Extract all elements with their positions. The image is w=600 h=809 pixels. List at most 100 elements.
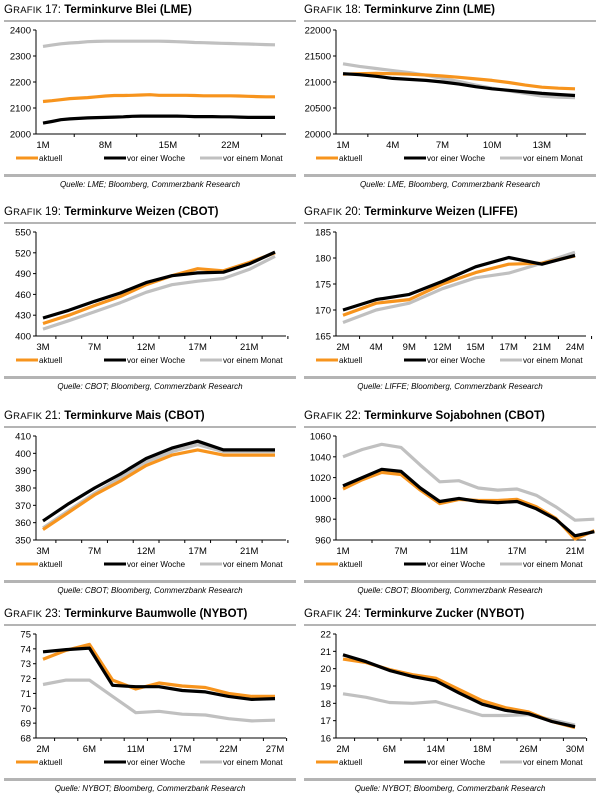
chart-source: Quelle: LME, Bloomberg, Commerzbank Rese…	[359, 180, 541, 189]
title-divider	[304, 20, 596, 22]
legend-item: aktuell	[316, 758, 362, 767]
y-tick-label: 370	[15, 501, 31, 512]
chart-name: Terminkurve Blei (LME)	[64, 4, 192, 16]
chart-title-prefix: GRAFIK	[304, 410, 345, 422]
chart-source: Quelle: CBOT; Bloomberg, Commerzbank Res…	[57, 586, 243, 595]
legend-label: aktuell	[339, 758, 362, 767]
series-line-vor-einem-Monat	[342, 62, 576, 100]
chart-panel-g22: GRAFIK 22: Terminkurve Sojabohnen (CBOT)…	[304, 408, 596, 610]
y-tick-label: 72	[20, 674, 31, 685]
x-tick-label: 3M	[36, 342, 49, 353]
x-tick-label: 15M	[466, 342, 485, 353]
chart-panel-g17: GRAFIK 17: Terminkurve Blei (LME) 2000 210…	[4, 2, 296, 204]
legend-label: vor einer Woche	[127, 758, 186, 767]
y-tick-label: 16	[320, 734, 331, 745]
series-line-vor-einer-Woche	[42, 250, 276, 320]
y-tick-label: 410	[15, 432, 31, 443]
chart-panel-g19: GRAFIK 19: Terminkurve Weizen (CBOT) 400 4…	[4, 204, 296, 406]
y-tick-label: 460	[15, 290, 31, 301]
y-tick-label: 20	[320, 664, 331, 675]
title-divider	[4, 20, 296, 22]
series-line-vor-einer-Woche	[342, 253, 576, 312]
y-tick-label: 75	[20, 630, 31, 641]
legend-item: vor einem Monat	[200, 560, 283, 569]
legend-item: vor einer Woche	[404, 758, 486, 767]
chart-title: GRAFIK 21: Terminkurve Mais (CBOT)	[4, 410, 205, 422]
legend-item: aktuell	[16, 356, 62, 365]
series-line-vor-einer-Woche	[342, 467, 595, 538]
series-line-aktuell	[42, 93, 275, 104]
x-tick-label: 21M	[533, 342, 552, 353]
y-tick-label: 170	[315, 306, 331, 317]
title-divider	[304, 624, 596, 626]
y-tick-label: 2200	[10, 78, 31, 89]
x-tick-label: 11M	[127, 744, 145, 755]
legend-label: vor einem Monat	[523, 356, 583, 365]
y-tick-label: 175	[315, 280, 331, 291]
title-divider	[4, 222, 296, 224]
chart-title: GRAFIK 23: Terminkurve Baumwolle (NYBOT)	[4, 608, 247, 620]
legend-label: aktuell	[39, 356, 62, 365]
legend-label: vor einer Woche	[427, 154, 486, 163]
chart-source: Quelle: NYBOT; Bloomberg, Commerzbank Re…	[54, 784, 246, 793]
chart-number: 18:	[344, 4, 361, 16]
x-tick-label: 14M	[427, 744, 446, 755]
legend-item: vor einem Monat	[500, 758, 583, 767]
y-tick-label: 380	[15, 484, 31, 495]
legend-item: vor einer Woche	[104, 758, 186, 767]
series-line-aktuell	[42, 448, 275, 531]
chart-number: 24:	[344, 608, 361, 620]
legend-label: aktuell	[39, 154, 62, 163]
legend-label: aktuell	[339, 560, 362, 569]
legend-label: vor einem Monat	[223, 758, 283, 767]
title-divider	[304, 426, 596, 428]
x-tick-label: 12M	[137, 546, 156, 557]
chart-title: GRAFIK 22: Terminkurve Sojabohnen (CBOT)	[304, 410, 545, 422]
legend-item: vor einer Woche	[104, 560, 186, 569]
y-tick-label: 2000	[10, 130, 31, 141]
y-tick-label: 490	[15, 269, 31, 280]
chart-name: Terminkurve Weizen (CBOT)	[64, 206, 219, 218]
title-divider	[4, 426, 296, 428]
chart-name: Terminkurve Zinn (LME)	[364, 4, 495, 16]
x-tick-label: 3M	[36, 546, 49, 557]
x-tick-label: 6M	[383, 744, 396, 755]
legend-item: aktuell	[16, 154, 62, 163]
x-tick-label: 21M	[240, 546, 259, 557]
legend-item: vor einem Monat	[500, 154, 583, 163]
chart-source: Quelle: NYBOT; Bloomberg, Commerzbank Re…	[354, 784, 546, 793]
y-tick-label: 20000	[305, 130, 331, 141]
legend-item: vor einem Monat	[200, 356, 283, 365]
chart-title-prefix: GRAFIK	[304, 4, 345, 16]
y-tick-label: 400	[15, 449, 31, 460]
y-tick-label: 165	[315, 332, 331, 343]
source-divider	[304, 174, 596, 177]
y-tick-label: 21	[320, 647, 331, 658]
x-tick-label: 7M	[88, 342, 101, 353]
y-tick-label: 550	[15, 228, 31, 239]
x-tick-label: 10M	[483, 140, 502, 151]
legend-label: aktuell	[339, 356, 362, 365]
legend-item: vor einem Monat	[200, 758, 283, 767]
x-tick-label: 4M	[386, 140, 399, 151]
line-chart: 68 69 70 71 72 73 74 75 2M 6M 11M 17M 22M 27M aktuell v…	[16, 630, 288, 767]
source-divider	[304, 376, 596, 379]
legend-label: aktuell	[339, 154, 362, 163]
x-tick-label: 17M	[188, 342, 207, 353]
legend-label: vor einer Woche	[127, 356, 186, 365]
chart-number: 19:	[44, 206, 61, 218]
x-tick-label: 7M	[436, 140, 449, 151]
legend-label: vor einer Woche	[427, 560, 486, 569]
x-tick-label: 17M	[173, 744, 192, 755]
legend-item: vor einem Monat	[500, 356, 583, 365]
y-tick-label: 22	[320, 630, 331, 641]
y-tick-label: 70	[20, 704, 31, 715]
chart-title-prefix: GRAFIK	[4, 206, 45, 218]
y-tick-label: 980	[315, 515, 331, 526]
chart-number: 20:	[344, 206, 361, 218]
legend-item: aktuell	[316, 356, 362, 365]
source-divider	[4, 376, 296, 379]
x-tick-label: 24M	[566, 342, 585, 353]
x-tick-label: 2M	[336, 744, 349, 755]
y-tick-label: 71	[20, 689, 31, 700]
